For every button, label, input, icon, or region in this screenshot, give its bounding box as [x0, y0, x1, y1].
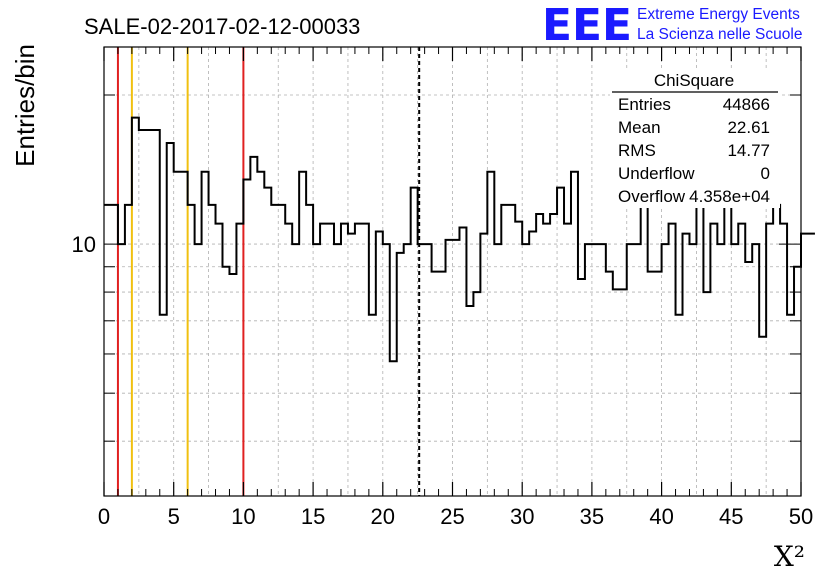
stats-label: Entries [618, 95, 671, 114]
logo-line1: Extreme Energy Events [637, 6, 800, 23]
x-tick-label: 15 [301, 504, 325, 529]
x-tick-label: 0 [98, 504, 110, 529]
logo-letters: EEE [542, 0, 632, 51]
stats-value: 0 [761, 164, 770, 183]
stats-box: ChiSquare Entries 44866 Mean 22.61 RMS 14.77 U… [610, 68, 780, 208]
x-tick-label: 50 [789, 504, 813, 529]
stats-value: 14.77 [727, 141, 770, 160]
eee-logo: EEE Extreme Energy Events La Scienza nel… [542, 0, 802, 51]
stats-label: RMS [618, 141, 656, 160]
stats-label: Underflow [618, 164, 695, 183]
stats-value: 4.358e+04 [689, 187, 770, 206]
y-axis-label: Entries/bin [10, 44, 40, 167]
axis-ticks: 0 5 10 15 20 25 30 35 40 45 50 10 [72, 47, 813, 529]
x-tick-label: 10 [231, 504, 255, 529]
x-tick-label: 45 [719, 504, 743, 529]
stats-label: Overflow [618, 187, 686, 206]
x-axis-label: X² [774, 540, 805, 572]
stats-value: 44866 [723, 95, 770, 114]
marker-lines [116, 47, 421, 496]
x-tick-label: 25 [440, 504, 464, 529]
grid [104, 47, 801, 496]
logo-line2: La Scienza nelle Scuole [637, 26, 802, 43]
y-tick-label: 10 [72, 232, 96, 257]
chart-title: SALE-02-2017-02-12-00033 [84, 14, 360, 39]
stats-label: Mean [618, 118, 661, 137]
x-tick-label: 20 [371, 504, 395, 529]
x-tick-label: 30 [510, 504, 534, 529]
x-tick-label: 40 [649, 504, 673, 529]
stats-box-title: ChiSquare [654, 71, 734, 90]
x-tick-label: 35 [580, 504, 604, 529]
x-tick-label: 5 [168, 504, 180, 529]
stats-value: 22.61 [727, 118, 770, 137]
